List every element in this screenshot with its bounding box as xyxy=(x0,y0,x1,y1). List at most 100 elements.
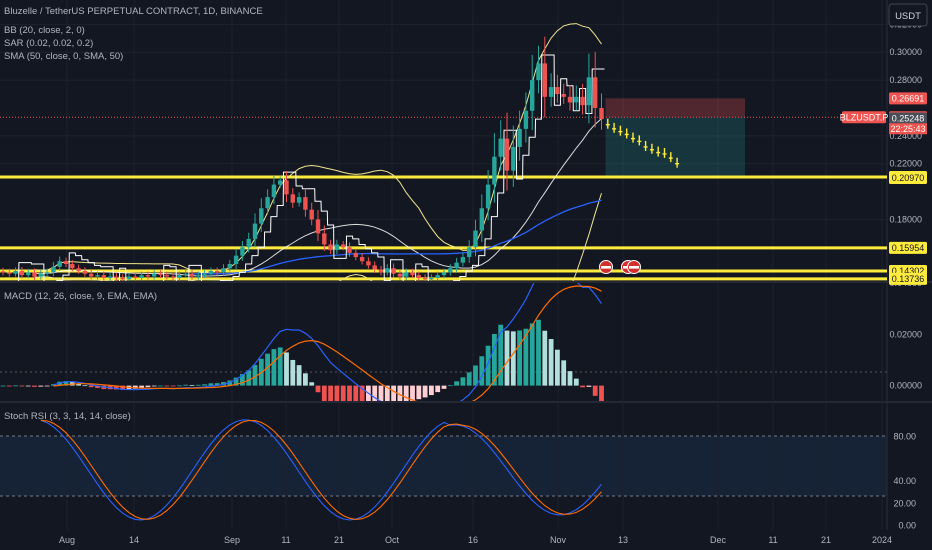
macd-bar xyxy=(422,385,428,398)
candles xyxy=(0,36,604,281)
macd-bar xyxy=(284,352,289,386)
macd-bar xyxy=(410,385,415,401)
date-tick: 13 xyxy=(618,535,628,545)
stoch-k-line xyxy=(40,419,602,521)
macd-bar xyxy=(542,330,548,386)
macd-bar xyxy=(120,385,126,390)
macd-bar xyxy=(555,349,560,386)
candle-body xyxy=(145,275,151,277)
candle-body xyxy=(441,272,447,276)
candle-body xyxy=(460,257,466,263)
legend-macd[interactable]: MACD (12, 26, close, 9, EMA, EMA) xyxy=(4,291,157,302)
macd-bar xyxy=(529,323,535,386)
macd-bar xyxy=(580,385,585,388)
candle-body xyxy=(391,268,396,274)
legend-stoch-rsi[interactable]: Stoch RSI (3, 3, 14, 14, close) xyxy=(4,411,131,422)
macd-bar xyxy=(25,385,31,387)
legend-bb[interactable]: BB (20, close, 2, 0) xyxy=(4,25,85,36)
candle-body xyxy=(315,219,321,234)
price-label: 0.20970 xyxy=(892,173,925,183)
candle-body xyxy=(158,273,163,276)
candle-body xyxy=(177,275,182,278)
candle-body xyxy=(183,273,188,276)
candle-body xyxy=(290,194,295,203)
date-tick: 11 xyxy=(281,535,290,545)
macd-bar xyxy=(397,385,403,401)
candle-body xyxy=(76,268,81,271)
macd-bar xyxy=(391,385,396,401)
candle-body xyxy=(278,180,283,185)
macd-lines xyxy=(53,283,602,401)
macd-bar xyxy=(44,385,50,387)
macd-bar xyxy=(164,385,170,387)
macd-bar xyxy=(57,381,63,386)
candle-body xyxy=(120,277,125,280)
candle-body xyxy=(44,272,50,274)
candle-body xyxy=(410,272,415,276)
macd-bar xyxy=(132,385,138,389)
macd-bar xyxy=(208,383,214,386)
macd-bar xyxy=(265,353,270,386)
candle-body xyxy=(467,247,472,258)
macd-bar xyxy=(13,385,18,387)
candle-body xyxy=(504,138,510,171)
macd-bar xyxy=(435,385,441,393)
macd-histogram xyxy=(0,319,604,401)
candle-body xyxy=(334,244,340,251)
countdown-box xyxy=(889,123,927,135)
event-markers[interactable] xyxy=(599,260,641,274)
candle-body xyxy=(259,208,264,224)
macd-bar xyxy=(429,385,434,396)
stoch-d-line xyxy=(40,419,602,520)
candle-body xyxy=(498,138,503,157)
macd-bar xyxy=(378,385,384,401)
candle-body xyxy=(385,268,390,273)
target-zone[interactable] xyxy=(605,117,746,178)
price-labels: 0.266910.253330.252480.210410.209700.159… xyxy=(840,92,927,285)
macd-bar xyxy=(492,333,497,386)
legend-sma[interactable]: SMA (50, close, 0, SMA, 50) xyxy=(4,51,123,62)
macd-bar xyxy=(189,384,195,386)
currency-button[interactable]: USDT xyxy=(888,3,928,27)
candle-body xyxy=(530,80,535,111)
macd-bar xyxy=(447,385,453,387)
macd-tick: 0.00000 xyxy=(889,381,922,391)
stoch-axis[interactable]: 80.00 40.00 20.00 0.00 xyxy=(893,431,916,530)
price-tick: 0.28000 xyxy=(889,75,922,85)
candle-body xyxy=(139,275,144,278)
candle-body xyxy=(202,273,207,276)
candle-body xyxy=(561,94,566,97)
stoch-lines xyxy=(40,419,602,521)
candle-body xyxy=(567,96,573,103)
sar-line xyxy=(18,54,605,281)
stoch-tick: 20.00 xyxy=(893,498,916,508)
price-label-box xyxy=(889,172,927,185)
candle-body xyxy=(95,275,100,277)
macd-bar xyxy=(498,324,504,386)
time-axis[interactable]: Aug 14 Sep 11 21 Oct 16 Nov 13 Dec 11 21 2024 xyxy=(59,535,892,545)
candle-body xyxy=(296,197,302,203)
candle-body xyxy=(152,273,157,277)
macd-bar xyxy=(473,365,478,386)
candle-body xyxy=(240,247,245,256)
stop-zone[interactable] xyxy=(605,98,746,118)
macd-bar xyxy=(214,383,220,386)
legend-sar[interactable]: SAR (0.02, 0.02, 0.2) xyxy=(4,38,93,49)
candle-body xyxy=(246,238,251,248)
macd-bar xyxy=(328,385,333,401)
candle-body xyxy=(227,264,232,269)
candle-body xyxy=(284,180,289,195)
candle-body xyxy=(170,276,176,278)
candle-body xyxy=(580,96,585,106)
candle-body xyxy=(416,275,421,278)
macd-bar xyxy=(277,347,283,386)
macd-bar xyxy=(504,330,510,386)
candle-body xyxy=(479,208,484,231)
candle-body xyxy=(309,209,314,220)
position-tool[interactable] xyxy=(0,98,887,178)
candle-body xyxy=(107,276,113,278)
candle-body xyxy=(7,272,12,274)
macd-bar xyxy=(6,385,12,387)
macd-bar xyxy=(359,385,365,401)
